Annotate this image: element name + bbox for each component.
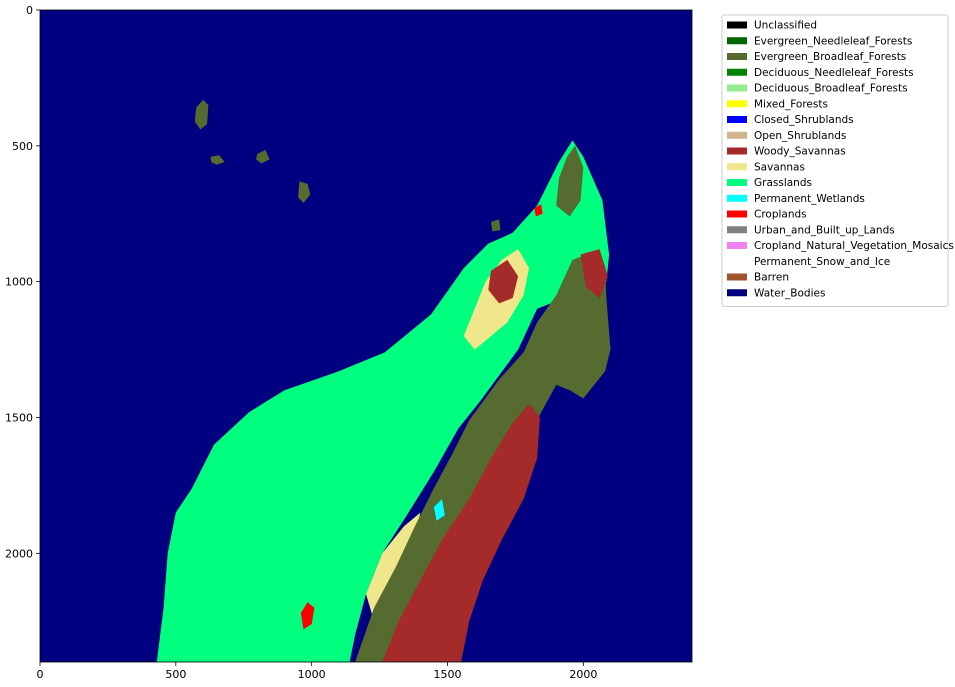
x-tick-label: 2000 (569, 668, 597, 681)
legend: Unclassified Evergreen_Needleleaf_Forests… (721, 14, 954, 307)
legend-label-closed-shrublands: Closed_Shrublands (754, 114, 854, 126)
legend-label-evergreen-needleleaf-forests: Evergreen_Needleleaf_Forests (754, 35, 912, 47)
y-tick-label: 1000 (5, 276, 33, 289)
legend-swatch-cropland-natural-vegetation-mosaics (727, 242, 747, 249)
legend-label-water-bodies: Water_Bodies (754, 287, 825, 299)
x-tick-label: 1000 (298, 668, 326, 681)
legend-swatch-urban-and-built-up-lands (727, 226, 747, 234)
legend-label-cropland-natural-vegetation-mosaics: Cropland_Natural_Vegetation_Mosaics (754, 240, 954, 252)
region-evergreen-broadleaf-forests (298, 181, 311, 203)
legend-label-open-shrublands: Open_Shrublands (754, 130, 846, 142)
y-tick-label: 1500 (5, 412, 33, 425)
y-axis: 0 500 1000 1500 2000 (5, 4, 40, 560)
legend-label-permanent-snow-and-ice: Permanent_Snow_and_Ice (754, 256, 890, 268)
region-evergreen-broadleaf-forests (210, 155, 225, 165)
legend-label-woody-savannas: Woody_Savannas (754, 146, 846, 158)
x-tick-label: 0 (37, 668, 44, 681)
legend-swatch-permanent-snow-and-ice (727, 257, 747, 265)
plot-area (39, 9, 693, 663)
legend-label-deciduous-needleleaf-forests: Deciduous_Needleleaf_Forests (754, 67, 914, 79)
y-tick-label: 2000 (5, 547, 33, 560)
legend-swatch-deciduous-broadleaf-forests (727, 84, 747, 92)
legend-swatch-evergreen-needleleaf-forests (727, 37, 747, 45)
region-evergreen-broadleaf-forests (194, 99, 209, 130)
legend-label-deciduous-broadleaf-forests: Deciduous_Broadleaf_Forests (754, 83, 908, 95)
legend-label-croplands: Croplands (754, 209, 807, 221)
legend-frame (721, 14, 949, 307)
legend-label-savannas: Savannas (754, 161, 805, 173)
legend-swatch-grasslands (727, 179, 747, 186)
legend-swatch-woody-savannas (727, 147, 747, 155)
legend-label-barren: Barren (754, 272, 789, 284)
legend-label-mixed-forests: Mixed_Forests (754, 98, 828, 110)
region-croplands (300, 602, 315, 630)
legend-label-unclassified: Unclassified (754, 20, 817, 32)
y-tick-label: 500 (12, 140, 33, 153)
region-evergreen-broadleaf-forests (556, 145, 584, 217)
land-regions (156, 99, 611, 662)
legend-label-urban-and-built-up-lands: Urban_and_Built_up_Lands (754, 224, 895, 236)
legend-swatch-barren (727, 273, 747, 281)
y-tick-label: 0 (26, 4, 33, 17)
legend-swatch-mixed-forests (727, 100, 747, 108)
region-savannas (366, 512, 421, 622)
region-evergreen-broadleaf-forests (256, 149, 270, 164)
region-woody-savannas (382, 403, 540, 662)
x-tick-label: 500 (165, 668, 186, 681)
x-axis: 0 500 1000 1500 2000 (37, 662, 597, 681)
region-croplands (534, 204, 543, 217)
legend-swatch-croplands (727, 210, 747, 218)
region-evergreen-broadleaf-forests (491, 219, 501, 232)
legend-swatch-savannas (727, 163, 747, 171)
region-evergreen-broadleaf-forests (355, 251, 611, 662)
legend-swatch-closed-shrublands (727, 116, 747, 123)
region-permanent-wetlands (433, 499, 445, 521)
axes-frame (39, 9, 693, 663)
legend-swatch-water-bodies (727, 289, 747, 297)
legend-label-grasslands: Grasslands (754, 177, 812, 189)
legend-swatch-evergreen-broadleaf-forests (727, 53, 747, 60)
x-tick-label: 1500 (434, 668, 462, 681)
legend-swatch-open-shrublands (727, 131, 747, 139)
legend-swatch-permanent-wetlands (727, 194, 747, 202)
legend-label-permanent-wetlands: Permanent_Wetlands (754, 193, 865, 205)
legend-swatch-unclassified (727, 21, 747, 29)
legend-swatch-deciduous-needleleaf-forests (727, 68, 747, 76)
legend-label-evergreen-broadleaf-forests: Evergreen_Broadleaf_Forests (754, 51, 906, 63)
region-woody-savannas (580, 249, 608, 298)
region-woody-savannas (488, 259, 519, 304)
